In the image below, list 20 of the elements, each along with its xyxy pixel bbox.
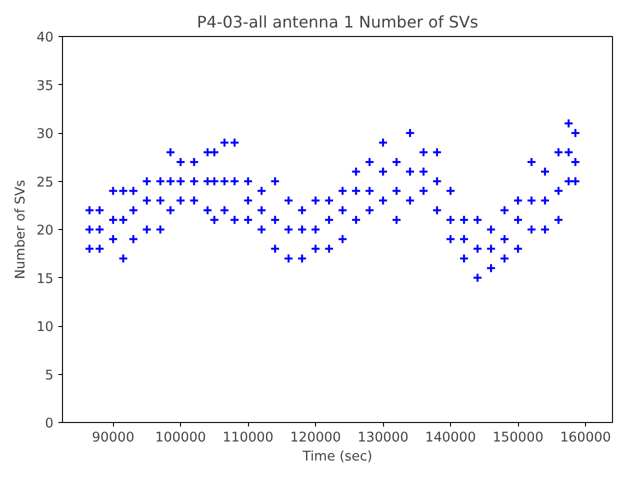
x-tick-label: 110000 bbox=[222, 430, 274, 446]
x-tick-label: 160000 bbox=[560, 430, 611, 446]
y-tick-label: 0 bbox=[45, 416, 54, 432]
y-tick-label: 35 bbox=[36, 78, 54, 94]
x-tick-label: 100000 bbox=[155, 430, 206, 446]
y-tick-label: 40 bbox=[36, 30, 54, 46]
x-axis-title: Time (sec) bbox=[302, 450, 372, 464]
x-tick-label: 140000 bbox=[425, 430, 476, 446]
y-tick-label: 20 bbox=[36, 224, 54, 238]
chart-title: P4-03-all antenna 1 Number of SVs bbox=[196, 12, 478, 32]
x-tick-label: 130000 bbox=[358, 430, 409, 446]
x-tick-label: 150000 bbox=[492, 430, 544, 446]
y-tick-label: 25 bbox=[36, 175, 54, 190]
x-tick-label: 90000 bbox=[92, 430, 134, 446]
y-tick-label: 10 bbox=[36, 320, 54, 335]
y-tick-label: 30 bbox=[36, 127, 54, 142]
x-tick-label: 120000 bbox=[290, 430, 342, 446]
y-tick-label: 5 bbox=[45, 368, 54, 384]
y-tick-label: 15 bbox=[36, 272, 54, 287]
y-axis-title: Number of SVs bbox=[14, 180, 29, 280]
